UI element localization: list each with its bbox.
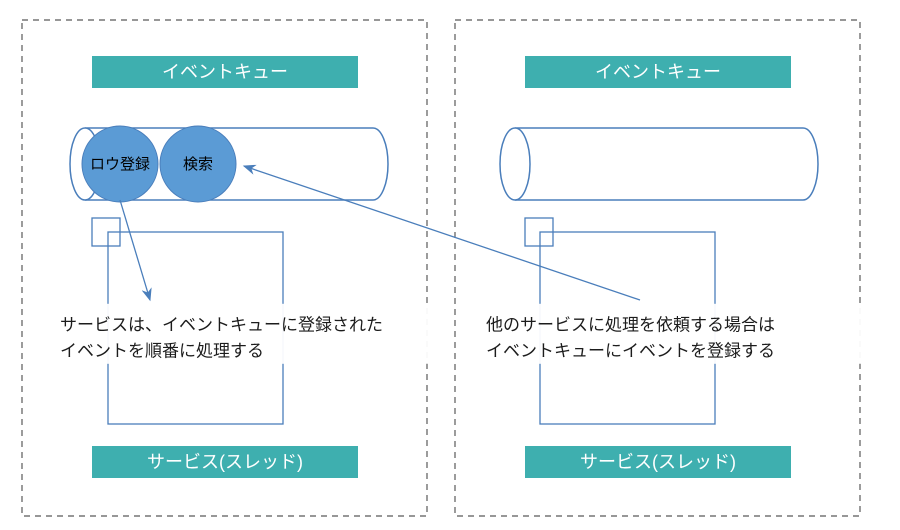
- svg-text:検索: 検索: [183, 156, 213, 173]
- svg-text:イベントキューにイベントを登録する: イベントキューにイベントを登録する: [486, 341, 775, 360]
- svg-text:ロウ登録: ロウ登録: [90, 156, 150, 173]
- queue-cylinder-right: [500, 128, 818, 200]
- svg-text:イベントキュー: イベントキュー: [162, 62, 288, 82]
- event-search: 検索: [160, 126, 236, 202]
- event-queue-label-left: イベントキュー: [92, 56, 358, 88]
- svg-text:イベントキュー: イベントキュー: [595, 62, 721, 82]
- svg-text:他のサービスに処理を依頼する場合は: 他のサービスに処理を依頼する場合は: [486, 315, 775, 334]
- event-row-register: ロウ登録: [82, 126, 158, 202]
- service-label-left: サービス(スレッド): [92, 446, 358, 478]
- svg-text:サービス(スレッド): サービス(スレッド): [580, 452, 736, 472]
- svg-text:イベントを順番に処理する: イベントを順番に処理する: [60, 341, 264, 360]
- description-left: サービスは、イベントキューに登録されたイベントを順番に処理する: [56, 304, 436, 364]
- event-queue-label-right: イベントキュー: [525, 56, 791, 88]
- service-label-right: サービス(スレッド): [525, 446, 791, 478]
- description-right: 他のサービスに処理を依頼する場合はイベントキューにイベントを登録する: [482, 304, 862, 364]
- svg-text:サービスは、イベントキューに登録された: サービスは、イベントキューに登録された: [60, 315, 383, 334]
- svg-text:サービス(スレッド): サービス(スレッド): [147, 452, 303, 472]
